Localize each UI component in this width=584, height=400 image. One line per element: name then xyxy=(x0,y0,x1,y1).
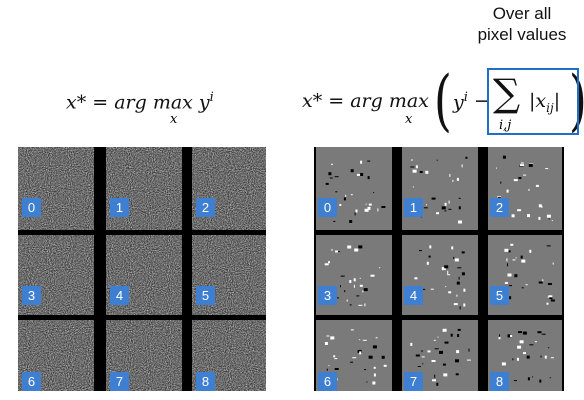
perturbation-tile-0 xyxy=(316,147,392,230)
callout-line1: Over all xyxy=(492,4,552,23)
left-tile-label-3: 3 xyxy=(22,286,41,305)
formula-right-y-term: y xyxy=(453,91,464,114)
left-tile-label-7: 7 xyxy=(110,372,129,391)
formula-right-subscript: x xyxy=(405,112,413,127)
left-tile-label-8: 8 xyxy=(196,372,215,391)
formula-right-lhs: x* = arg max xyxy=(302,90,429,112)
noise-tile-0 xyxy=(18,147,94,230)
formula-left-lhs: x* = arg max y xyxy=(66,91,210,114)
formula-right-minus: − xyxy=(474,90,490,112)
right-tile-label-3: 3 xyxy=(318,286,337,305)
formula-left: x* = arg max yi xyxy=(66,90,214,113)
perturbation-tile-1 xyxy=(402,147,478,230)
callout-line2: pixel values xyxy=(477,25,567,44)
sum-highlight-box xyxy=(487,68,579,135)
left-tile-label-4: 4 xyxy=(110,286,129,305)
right-tile-label-4: 4 xyxy=(404,286,423,305)
formula-right-y: yi xyxy=(453,90,468,113)
noise-tile-1 xyxy=(106,147,182,230)
noise-tile-2 xyxy=(192,147,266,230)
sum-symbol: ∑ xyxy=(493,71,521,115)
sum-subscript: i,j xyxy=(499,118,512,133)
left-tile-label-1: 1 xyxy=(110,198,129,217)
right-tile-label-0: 0 xyxy=(318,198,337,217)
right-tile-label-1: 1 xyxy=(404,198,423,217)
left-tile-label-2: 2 xyxy=(196,198,215,217)
left-tile-label-6: 6 xyxy=(22,372,41,391)
formula-left-superscript: i xyxy=(209,90,214,105)
abs-term-close: | xyxy=(553,90,561,112)
open-paren: ( xyxy=(433,62,452,139)
formula-right-y-sup: i xyxy=(463,90,468,105)
perturbation-tile-2 xyxy=(488,147,562,230)
left-tile-label-5: 5 xyxy=(196,286,215,305)
right-tile-label-2: 2 xyxy=(490,198,509,217)
close-paren: ) xyxy=(569,62,584,139)
right-tile-label-8: 8 xyxy=(490,372,509,391)
left-tile-label-0: 0 xyxy=(22,198,41,217)
callout-text: Over all pixel values xyxy=(460,3,584,45)
abs-term: |xij| xyxy=(529,90,560,115)
right-tile-label-7: 7 xyxy=(404,372,423,391)
abs-term-open: |x xyxy=(529,90,547,112)
formula-left-subscript: x xyxy=(170,112,178,127)
right-tile-label-6: 6 xyxy=(318,372,337,391)
formula-right: x* = arg max xyxy=(302,90,429,112)
abs-term-sub: ij xyxy=(546,100,554,115)
right-tile-label-5: 5 xyxy=(490,286,509,305)
